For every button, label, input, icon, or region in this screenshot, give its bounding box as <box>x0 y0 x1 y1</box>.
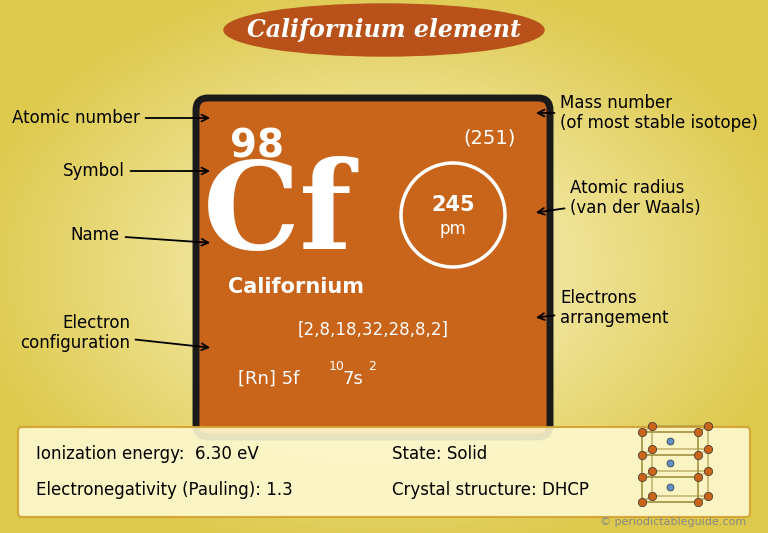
Text: Electronegativity (Pauling): 1.3: Electronegativity (Pauling): 1.3 <box>36 481 293 499</box>
Text: Crystal structure: DHCP: Crystal structure: DHCP <box>392 481 589 499</box>
Text: pm: pm <box>439 220 466 238</box>
Text: 2: 2 <box>368 360 376 374</box>
Text: Mass number
(of most stable isotope): Mass number (of most stable isotope) <box>538 94 758 132</box>
Text: 10: 10 <box>329 360 345 374</box>
Text: Electron
configuration: Electron configuration <box>20 313 208 352</box>
FancyBboxPatch shape <box>18 427 750 517</box>
Text: Ionization energy:  6.30 eV: Ionization energy: 6.30 eV <box>36 445 259 463</box>
Circle shape <box>401 163 505 267</box>
Text: [2,8,18,32,28,8,2]: [2,8,18,32,28,8,2] <box>297 321 449 339</box>
FancyBboxPatch shape <box>196 98 550 437</box>
Text: Californium element: Californium element <box>247 18 521 42</box>
Text: (251): (251) <box>464 128 516 147</box>
Text: Name: Name <box>71 226 208 246</box>
Text: Atomic radius
(van der Waals): Atomic radius (van der Waals) <box>538 179 700 217</box>
Text: Symbol: Symbol <box>63 162 208 180</box>
Text: State: Solid: State: Solid <box>392 445 487 463</box>
Text: Cf: Cf <box>203 156 353 274</box>
Text: 245: 245 <box>431 195 475 215</box>
Text: [Rn] 5f: [Rn] 5f <box>238 370 300 388</box>
Ellipse shape <box>224 4 544 56</box>
Text: Californium: Californium <box>228 277 364 297</box>
Text: Electrons
arrangement: Electrons arrangement <box>538 288 668 327</box>
Text: 7s: 7s <box>343 370 364 388</box>
Text: 98: 98 <box>230 128 284 166</box>
Text: © periodictableguide.com: © periodictableguide.com <box>600 517 746 527</box>
Text: Atomic number: Atomic number <box>12 109 208 127</box>
